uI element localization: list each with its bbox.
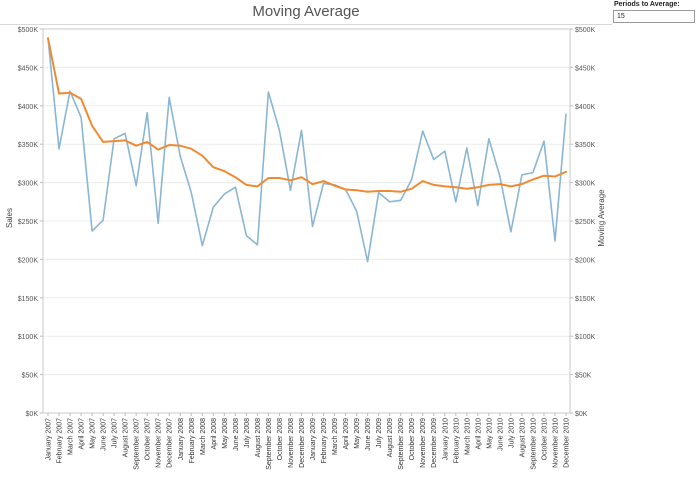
x-tick-label: March 2009: [332, 418, 339, 455]
x-tick-label: March 2010: [464, 418, 471, 455]
gridlines: [43, 66, 570, 376]
x-tick-label: January 2009: [310, 418, 317, 461]
x-tick-label: March 2007: [68, 418, 75, 455]
x-tick-label: September 2007: [134, 418, 141, 470]
y-tick-label-right: $300K: [575, 181, 596, 188]
x-tick-label: March 2008: [200, 418, 207, 455]
x-tick-label: July 2008: [244, 418, 251, 448]
y-tick-label-right: $450K: [575, 65, 596, 72]
x-tick-label: September 2009: [398, 418, 405, 470]
x-tick-label: June 2008: [233, 418, 240, 451]
x-tick-label: April 2007: [79, 418, 86, 450]
x-tick-label: May 2008: [222, 418, 229, 449]
x-tick-label: April 2008: [211, 418, 218, 450]
x-tick-label: February 2009: [321, 418, 328, 464]
x-tick-label: August 2008: [255, 418, 262, 457]
y-tick-label-right: $500K: [575, 27, 596, 34]
x-tick-label: September 2008: [266, 418, 273, 470]
x-tick-label: June 2007: [101, 418, 108, 451]
x-tick-label: December 2007: [167, 418, 174, 468]
x-tick-label: June 2010: [497, 418, 504, 451]
x-tick-label: December 2009: [431, 418, 438, 468]
x-tick-label: January 2008: [178, 418, 185, 461]
y-tick-label: $100K: [18, 334, 39, 341]
x-tick-label: July 2010: [508, 418, 515, 448]
x-tick-label: September 2010: [530, 418, 537, 470]
x-tick-label: August 2010: [519, 418, 526, 457]
x-tick-label: November 2009: [420, 418, 427, 468]
x-tick-label: April 2010: [475, 418, 482, 450]
x-tick-label: December 2008: [299, 418, 306, 468]
x-tick-label: May 2009: [354, 418, 361, 449]
title-divider: [0, 24, 612, 25]
y-tick-label-right: $0K: [575, 411, 588, 418]
x-tick-label: February 2010: [453, 418, 460, 464]
right-y-axis-title: Moving Average: [597, 189, 606, 247]
x-tick-label: July 2007: [112, 418, 119, 448]
left-y-axis-title: Sales: [5, 208, 14, 228]
right-y-axis: $0K $50K $100K $150K $200K $250K $300K $350K $40…: [570, 27, 596, 418]
y-tick-label: $350K: [18, 142, 39, 149]
y-tick-label-right: $150K: [575, 296, 596, 303]
sales-line: [47, 37, 567, 263]
y-tick-label: $200K: [18, 257, 39, 264]
left-y-axis: $0K $50K $100K $150K $200K $250K $300K $350K $40…: [18, 27, 43, 418]
y-tick-label: $500K: [18, 27, 39, 34]
y-tick-label: $250K: [18, 219, 39, 226]
x-tick-label: December 2010: [564, 418, 571, 468]
chart-title: Moving Average: [252, 3, 360, 20]
periods-to-average-label: Periods to Average:: [614, 1, 680, 8]
x-tick-label: January 2010: [442, 418, 449, 461]
x-tick-label: February 2007: [57, 418, 64, 464]
y-tick-label-right: $350K: [575, 142, 596, 149]
x-tick-label: May 2010: [486, 418, 493, 449]
y-tick-label: $0K: [26, 411, 39, 418]
y-tick-label: $450K: [18, 65, 39, 72]
x-tick-label: April 2009: [343, 418, 350, 450]
x-tick-label: May 2007: [90, 418, 97, 449]
y-tick-label: $150K: [18, 296, 39, 303]
y-tick-label-right: $100K: [575, 334, 596, 341]
x-tick-label: August 2009: [387, 418, 394, 457]
x-tick-label: January 2007: [46, 418, 53, 461]
x-tick-label: November 2007: [156, 418, 163, 468]
x-tick-label: June 2009: [365, 418, 372, 451]
x-tick-label: February 2008: [189, 418, 196, 464]
y-tick-label-right: $250K: [575, 219, 596, 226]
y-tick-label: $300K: [18, 181, 39, 188]
x-tick-label: October 2010: [541, 418, 548, 461]
y-tick-label: $400K: [18, 104, 39, 111]
y-tick-label-right: $50K: [575, 373, 592, 380]
periods-to-average-input[interactable]: [613, 10, 695, 23]
x-tick-label: October 2009: [409, 418, 416, 461]
y-tick-label: $50K: [22, 373, 39, 380]
x-tick-label: November 2010: [552, 418, 559, 468]
x-tick-label: October 2007: [145, 418, 152, 461]
x-axis: January 2007 February 2007 March 2007 April…: [46, 413, 571, 470]
x-tick-label: November 2008: [288, 418, 295, 468]
y-tick-label-right: $400K: [575, 104, 596, 111]
x-tick-label: July 2009: [376, 418, 383, 448]
series-lines: [47, 37, 567, 263]
x-tick-label: October 2008: [277, 418, 284, 461]
x-tick-label: August 2007: [123, 418, 130, 457]
moving-average-line: [47, 37, 567, 193]
y-tick-label-right: $200K: [575, 257, 596, 264]
